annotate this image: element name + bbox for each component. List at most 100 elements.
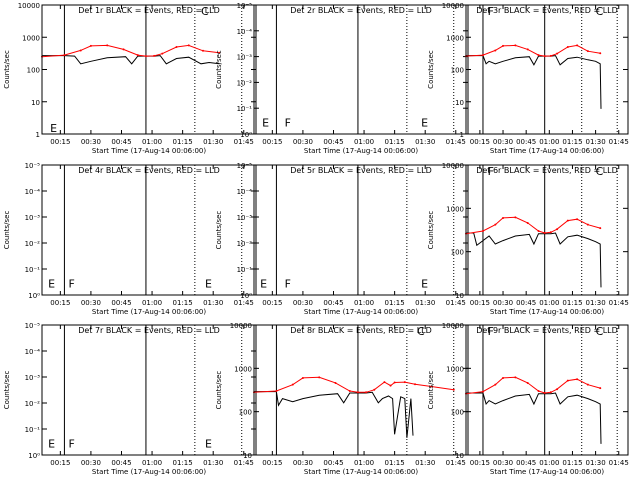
x-tick-label-8-0: 00:15 xyxy=(262,459,282,467)
x-tick-label-9-2: 00:45 xyxy=(516,459,536,467)
y-tick-label-3-4: 10000 xyxy=(442,2,464,10)
x-tick-label-1-5: 01:30 xyxy=(203,138,223,146)
lld-point-det-8-3 xyxy=(301,376,304,379)
y-axis-label-det-5: Counts/sec xyxy=(215,211,223,250)
y-tick-label-6-1: 100 xyxy=(451,249,464,257)
lld-point-det-3-10 xyxy=(566,45,569,48)
lld-point-det-6-4 xyxy=(514,216,517,219)
lld-point-det-6-13 xyxy=(599,227,602,230)
lld-point-det-1-11 xyxy=(187,44,190,47)
lld-point-det-9-11 xyxy=(576,378,579,381)
panel-det-5: E F E00:15 00:30 00:45 01:00 01:15 01:30 01:4510… xyxy=(215,162,469,316)
lld-point-det-9-9 xyxy=(556,388,559,391)
lld-point-det-8-13 xyxy=(403,381,406,384)
panel-det-2: E F E00:15 00:30 00:45 01:00 01:15 01:30 01:4510… xyxy=(215,2,469,155)
lld-series-det-8 xyxy=(253,376,454,393)
x-tick-label-3-5: 01:30 xyxy=(586,138,606,146)
lld-point-det-1-4 xyxy=(106,44,109,47)
y-tick-label-7-1: 10⁻¹ xyxy=(25,426,41,434)
x-tick-label-7-3: 01:00 xyxy=(142,459,162,467)
lld-point-det-3-3 xyxy=(502,44,505,47)
x-tick-label-2-6: 01:45 xyxy=(446,138,466,146)
x-tick-label-3-4: 01:15 xyxy=(562,138,582,146)
y-tick-label-9-2: 1000 xyxy=(446,365,464,373)
lld-point-det-9-3 xyxy=(502,376,505,379)
marker-label-5-1: F xyxy=(285,278,291,291)
x-tick-label-5-5: 01:30 xyxy=(415,299,435,307)
lld-point-det-9-10 xyxy=(566,379,569,382)
x-tick-label-8-5: 01:30 xyxy=(415,459,435,467)
y-tick-label-7-4: 10⁻⁴ xyxy=(25,348,41,356)
x-tick-label-7-4: 01:15 xyxy=(173,459,193,467)
x-tick-label-2-1: 00:30 xyxy=(293,138,313,146)
y-tick-label-2-4: 10⁻⁴ xyxy=(237,28,253,36)
lld-point-det-1-3 xyxy=(89,44,92,47)
lld-point-det-6-12 xyxy=(586,223,589,226)
panel-det-9: F C00:15 00:30 00:45 01:00 01:15 01:30 01:45101… xyxy=(427,322,629,476)
x-tick-label-1-4: 01:15 xyxy=(173,138,193,146)
lld-point-det-3-12 xyxy=(586,50,589,53)
marker-label-3-0: F xyxy=(488,5,494,18)
y-axis-label-det-9: Counts/sec xyxy=(427,371,435,410)
marker-label-6-0: F xyxy=(488,165,494,178)
lld-point-det-1-1 xyxy=(63,54,66,57)
lld-point-det-1-13 xyxy=(218,51,221,54)
y-tick-label-2-0: 10⁰ xyxy=(240,131,252,139)
x-tick-label-4-0: 00:15 xyxy=(50,299,70,307)
lld-point-det-6-3 xyxy=(502,216,505,219)
x-tick-label-4-2: 00:45 xyxy=(111,299,131,307)
x-tick-label-5-6: 01:45 xyxy=(446,299,466,307)
lld-point-det-8-12 xyxy=(393,381,396,384)
x-tick-label-8-3: 01:00 xyxy=(354,459,374,467)
lld-point-det-3-1 xyxy=(481,54,484,57)
y-axis-label-det-7: Counts/sec xyxy=(3,371,11,410)
lld-point-det-8-4 xyxy=(318,376,321,379)
y-tick-label-5-4: 10⁻⁴ xyxy=(237,188,253,196)
marker-label-2-0: E xyxy=(262,117,269,130)
events-series-det-9 xyxy=(466,392,602,444)
x-tick-label-1-0: 00:15 xyxy=(50,138,70,146)
lld-point-det-1-10 xyxy=(175,45,178,48)
y-tick-label-3-0: 1 xyxy=(460,131,464,139)
y-tick-label-7-2: 10⁻² xyxy=(25,400,41,408)
marker-label-4-2: E xyxy=(205,278,212,291)
lld-point-det-1-8 xyxy=(153,54,156,57)
lld-point-det-8-14 xyxy=(414,383,417,386)
x-tick-label-3-0: 00:15 xyxy=(470,138,490,146)
x-tick-label-2-5: 01:30 xyxy=(415,138,435,146)
marker-label-8-0: C xyxy=(417,325,425,338)
x-tick-label-4-4: 01:15 xyxy=(173,299,193,307)
marker-label-5-2: E xyxy=(421,278,428,291)
x-tick-label-9-1: 00:30 xyxy=(493,459,513,467)
x-tick-label-3-6: 01:45 xyxy=(609,138,629,146)
lld-point-det-3-13 xyxy=(599,52,602,55)
events-series-det-3 xyxy=(466,55,602,109)
y-tick-label-6-2: 1000 xyxy=(446,205,464,213)
lld-point-det-9-6 xyxy=(537,389,540,392)
panel-title-det-8: Det 8r BLACK = Events, RED = LLD xyxy=(290,326,432,335)
x-tick-label-9-6: 01:45 xyxy=(609,459,629,467)
panel-det-6: F C00:15 00:30 00:45 01:00 01:15 01:30 01:45101… xyxy=(427,162,629,316)
lld-point-det-3-5 xyxy=(526,48,529,51)
lld-point-det-9-5 xyxy=(526,381,529,384)
y-tick-label-8-0: 10 xyxy=(243,452,252,460)
panel-det-7: E F E00:15 00:30 00:45 01:00 01:15 01:30 01:4510… xyxy=(3,322,257,476)
marker-label-7-1: F xyxy=(68,438,74,451)
y-tick-label-5-0: 10⁰ xyxy=(240,292,252,300)
plot-frame-det-5 xyxy=(253,164,469,296)
y-tick-label-6-0: 10 xyxy=(455,292,464,300)
y-tick-label-9-3: 10000 xyxy=(442,322,464,330)
y-tick-label-1-3: 1000 xyxy=(22,34,40,42)
panel-title-det-7: Det 7r BLACK = Events, RED = LLD xyxy=(78,326,220,335)
x-tick-label-5-3: 01:00 xyxy=(354,299,374,307)
x-axis-label-det-1: Start Time (17-Aug-14 00:06:00) xyxy=(92,147,206,155)
lld-point-det-3-11 xyxy=(576,44,579,47)
marker-label-6-1: C xyxy=(596,165,604,178)
y-tick-label-1-1: 10 xyxy=(31,99,40,107)
y-tick-label-8-3: 10000 xyxy=(230,322,252,330)
x-tick-label-2-3: 01:00 xyxy=(354,138,374,146)
y-tick-label-1-4: 10000 xyxy=(18,2,40,10)
lld-point-det-3-2 xyxy=(494,49,497,52)
y-tick-label-1-0: 1 xyxy=(36,131,40,139)
